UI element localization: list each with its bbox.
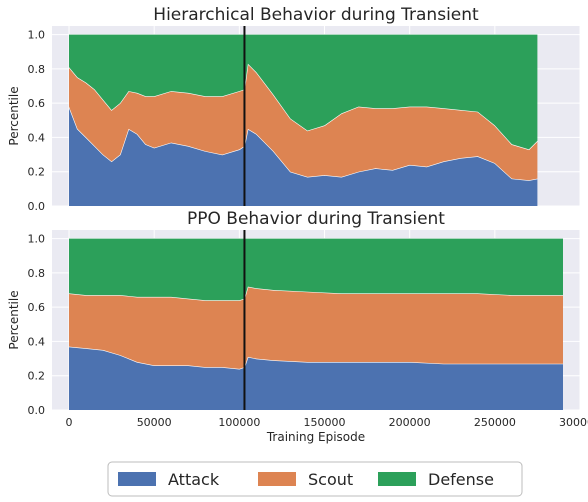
y-axis-label: Percentile xyxy=(7,290,21,349)
legend-label-attack: Attack xyxy=(168,470,220,489)
x-tick-label: 150000 xyxy=(304,416,346,429)
chart-title: Hierarchical Behavior during Transient xyxy=(153,5,479,25)
area-scout xyxy=(69,286,563,369)
y-tick-labels: 0.0 0.2 0.4 0.6 0.8 1.0 xyxy=(28,29,46,213)
legend-label-defense: Defense xyxy=(428,470,494,489)
y-tick-label: 0.4 xyxy=(28,131,46,144)
area-defense xyxy=(69,34,538,150)
legend-swatch-defense xyxy=(378,472,416,486)
chart-title: PPO Behavior during Transient xyxy=(187,209,445,229)
area-attack xyxy=(69,346,563,410)
y-tick-label: 0.6 xyxy=(28,301,46,314)
legend: Attack Scout Defense xyxy=(107,461,523,497)
y-tick-label: 0.4 xyxy=(28,335,46,348)
x-tick-label: 200000 xyxy=(389,416,431,429)
x-tick-label: 50000 xyxy=(137,416,172,429)
y-tick-label: 0.0 xyxy=(28,200,46,213)
legend-frame xyxy=(107,461,523,497)
y-tick-label: 0.0 xyxy=(28,404,46,417)
x-tick-labels: 0 50000 100000 150000 200000 250000 300000 xyxy=(66,416,588,429)
y-tick-label: 0.8 xyxy=(28,267,46,280)
legend-swatch-scout xyxy=(258,472,296,486)
y-axis-label: Percentile xyxy=(7,86,21,145)
stacked-areas xyxy=(68,34,538,206)
y-tick-labels: 0.0 0.2 0.4 0.6 0.8 1.0 xyxy=(28,233,46,417)
y-tick-label: 1.0 xyxy=(28,233,46,246)
area-attack xyxy=(69,106,538,206)
area-defense xyxy=(69,238,563,301)
stacked-areas xyxy=(68,238,563,410)
x-tick-label: 250000 xyxy=(474,416,516,429)
y-tick-label: 0.8 xyxy=(28,63,46,76)
y-tick-label: 1.0 xyxy=(28,29,46,42)
y-tick-label: 0.2 xyxy=(28,166,46,179)
x-tick-label: 100000 xyxy=(218,416,260,429)
hierarchical-panel: 0.0 0.2 0.4 0.6 0.8 1.0 Hierarchical Behavior… xyxy=(7,5,581,213)
y-tick-label: 0.2 xyxy=(28,370,46,383)
y-tick-label: 0.6 xyxy=(28,97,46,110)
x-axis-label: Training Episode xyxy=(266,430,365,444)
legend-swatch-attack xyxy=(118,472,156,486)
legend-label-scout: Scout xyxy=(308,470,353,489)
x-tick-label: 300000 xyxy=(559,416,588,429)
ppo-panel: 0.0 0.2 0.4 0.6 0.8 1.0 0 50000 100000 150000 200… xyxy=(7,209,588,444)
x-tick-label: 0 xyxy=(66,416,73,429)
